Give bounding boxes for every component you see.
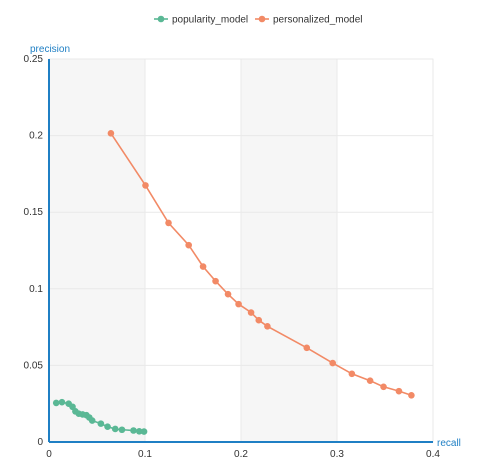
data-point[interactable] xyxy=(52,399,60,407)
data-point[interactable] xyxy=(408,391,415,399)
data-point[interactable] xyxy=(97,420,105,427)
data-point[interactable] xyxy=(255,316,263,324)
data-point[interactable] xyxy=(58,398,66,406)
data-point[interactable] xyxy=(118,426,126,434)
tick-labels: 0 0.1 0.2 0.3 0.4 0 0.05 0.1 0.15 0.2 0.25 xyxy=(24,54,441,460)
data-point[interactable] xyxy=(224,290,232,298)
legend-item-personalized_model[interactable]: personalized_model xyxy=(255,15,363,26)
data-point[interactable] xyxy=(264,323,271,330)
data-point[interactable] xyxy=(88,417,96,424)
x-tick-label: 0.3 xyxy=(330,449,344,460)
x-tick-label: 0.1 xyxy=(138,449,152,460)
legend[interactable]: popularity_model personalized_model xyxy=(154,15,363,26)
data-point[interactable] xyxy=(104,423,111,430)
data-point[interactable] xyxy=(329,359,336,367)
x-tick-label: 0 xyxy=(46,449,52,460)
data-point[interactable] xyxy=(107,130,115,137)
y-tick-label: 0.1 xyxy=(29,284,43,295)
legend-label: personalized_model xyxy=(273,15,363,26)
data-point[interactable] xyxy=(212,277,219,285)
plot-band-1 xyxy=(241,59,337,442)
y-tick-label: 0.25 xyxy=(24,54,44,65)
x-axis-label: recall xyxy=(437,438,461,449)
data-point[interactable] xyxy=(247,309,255,316)
data-point[interactable] xyxy=(380,383,387,391)
y-axis-label: precision xyxy=(30,44,70,55)
plot-band-0 xyxy=(49,59,145,442)
y-tick-label: 0 xyxy=(37,437,43,448)
legend-item-popularity_model[interactable]: popularity_model xyxy=(154,15,248,26)
legend-marker xyxy=(157,15,165,23)
data-point[interactable] xyxy=(348,370,356,378)
x-tick-label: 0.4 xyxy=(426,449,440,460)
data-point[interactable] xyxy=(199,263,207,270)
data-point[interactable] xyxy=(235,300,242,308)
data-point[interactable] xyxy=(135,427,143,435)
data-point[interactable] xyxy=(111,425,119,433)
data-point[interactable] xyxy=(140,428,148,435)
axes: precision recall xyxy=(30,44,461,449)
data-point[interactable] xyxy=(303,344,311,352)
series-group xyxy=(52,130,415,435)
y-tick-label: 0.2 xyxy=(29,131,43,142)
plot-background xyxy=(48,58,434,443)
legend-marker xyxy=(258,15,266,23)
legend-label: popularity_model xyxy=(172,15,248,26)
series-personalized_model xyxy=(107,130,415,399)
data-point[interactable] xyxy=(165,219,172,227)
data-point[interactable] xyxy=(395,387,403,395)
data-point[interactable] xyxy=(142,182,149,189)
y-tick-label: 0.15 xyxy=(24,207,44,218)
data-point[interactable] xyxy=(366,377,374,385)
x-tick-label: 0.2 xyxy=(234,449,248,460)
data-point[interactable] xyxy=(130,427,137,434)
series-popularity_model xyxy=(52,398,148,435)
y-tick-label: 0.05 xyxy=(24,360,44,371)
data-point[interactable] xyxy=(185,241,192,249)
